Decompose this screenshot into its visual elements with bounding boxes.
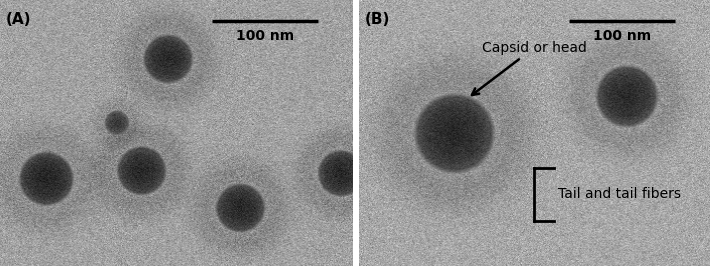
Text: 100 nm: 100 nm (236, 29, 294, 43)
Text: (B): (B) (364, 12, 390, 27)
Text: (A): (A) (6, 12, 31, 27)
Text: Tail and tail fibers: Tail and tail fibers (557, 187, 681, 201)
Text: Capsid or head: Capsid or head (472, 41, 586, 95)
Text: 100 nm: 100 nm (593, 29, 651, 43)
